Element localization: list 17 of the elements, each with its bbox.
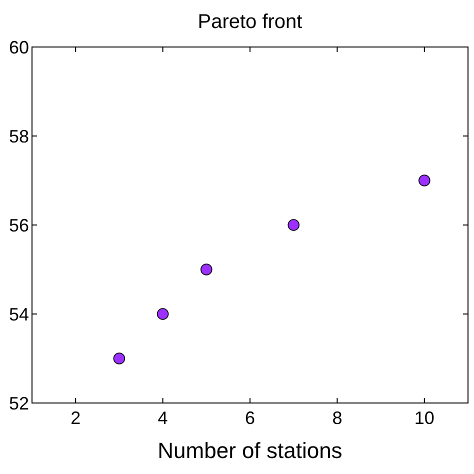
y-tick-label: 54 [8,304,29,324]
x-tick-label: 8 [332,408,342,428]
point [418,174,430,186]
x-tick-label: 4 [158,408,168,428]
y-tick-label: 52 [8,393,29,414]
x-tick-label: 2 [70,408,81,428]
y-tick-label: 58 [8,126,29,146]
chart-title: Pareto front [198,11,303,33]
point [113,352,126,364]
point [288,219,300,231]
x-tick-label: 6 [244,408,256,428]
point [200,264,212,276]
x-tick-label: 10 [414,408,434,428]
x-axis-title: Number of stations [158,438,342,463]
point [156,308,169,320]
y-tick-label: 60 [8,37,29,58]
y-tick-label: 56 [8,215,29,236]
